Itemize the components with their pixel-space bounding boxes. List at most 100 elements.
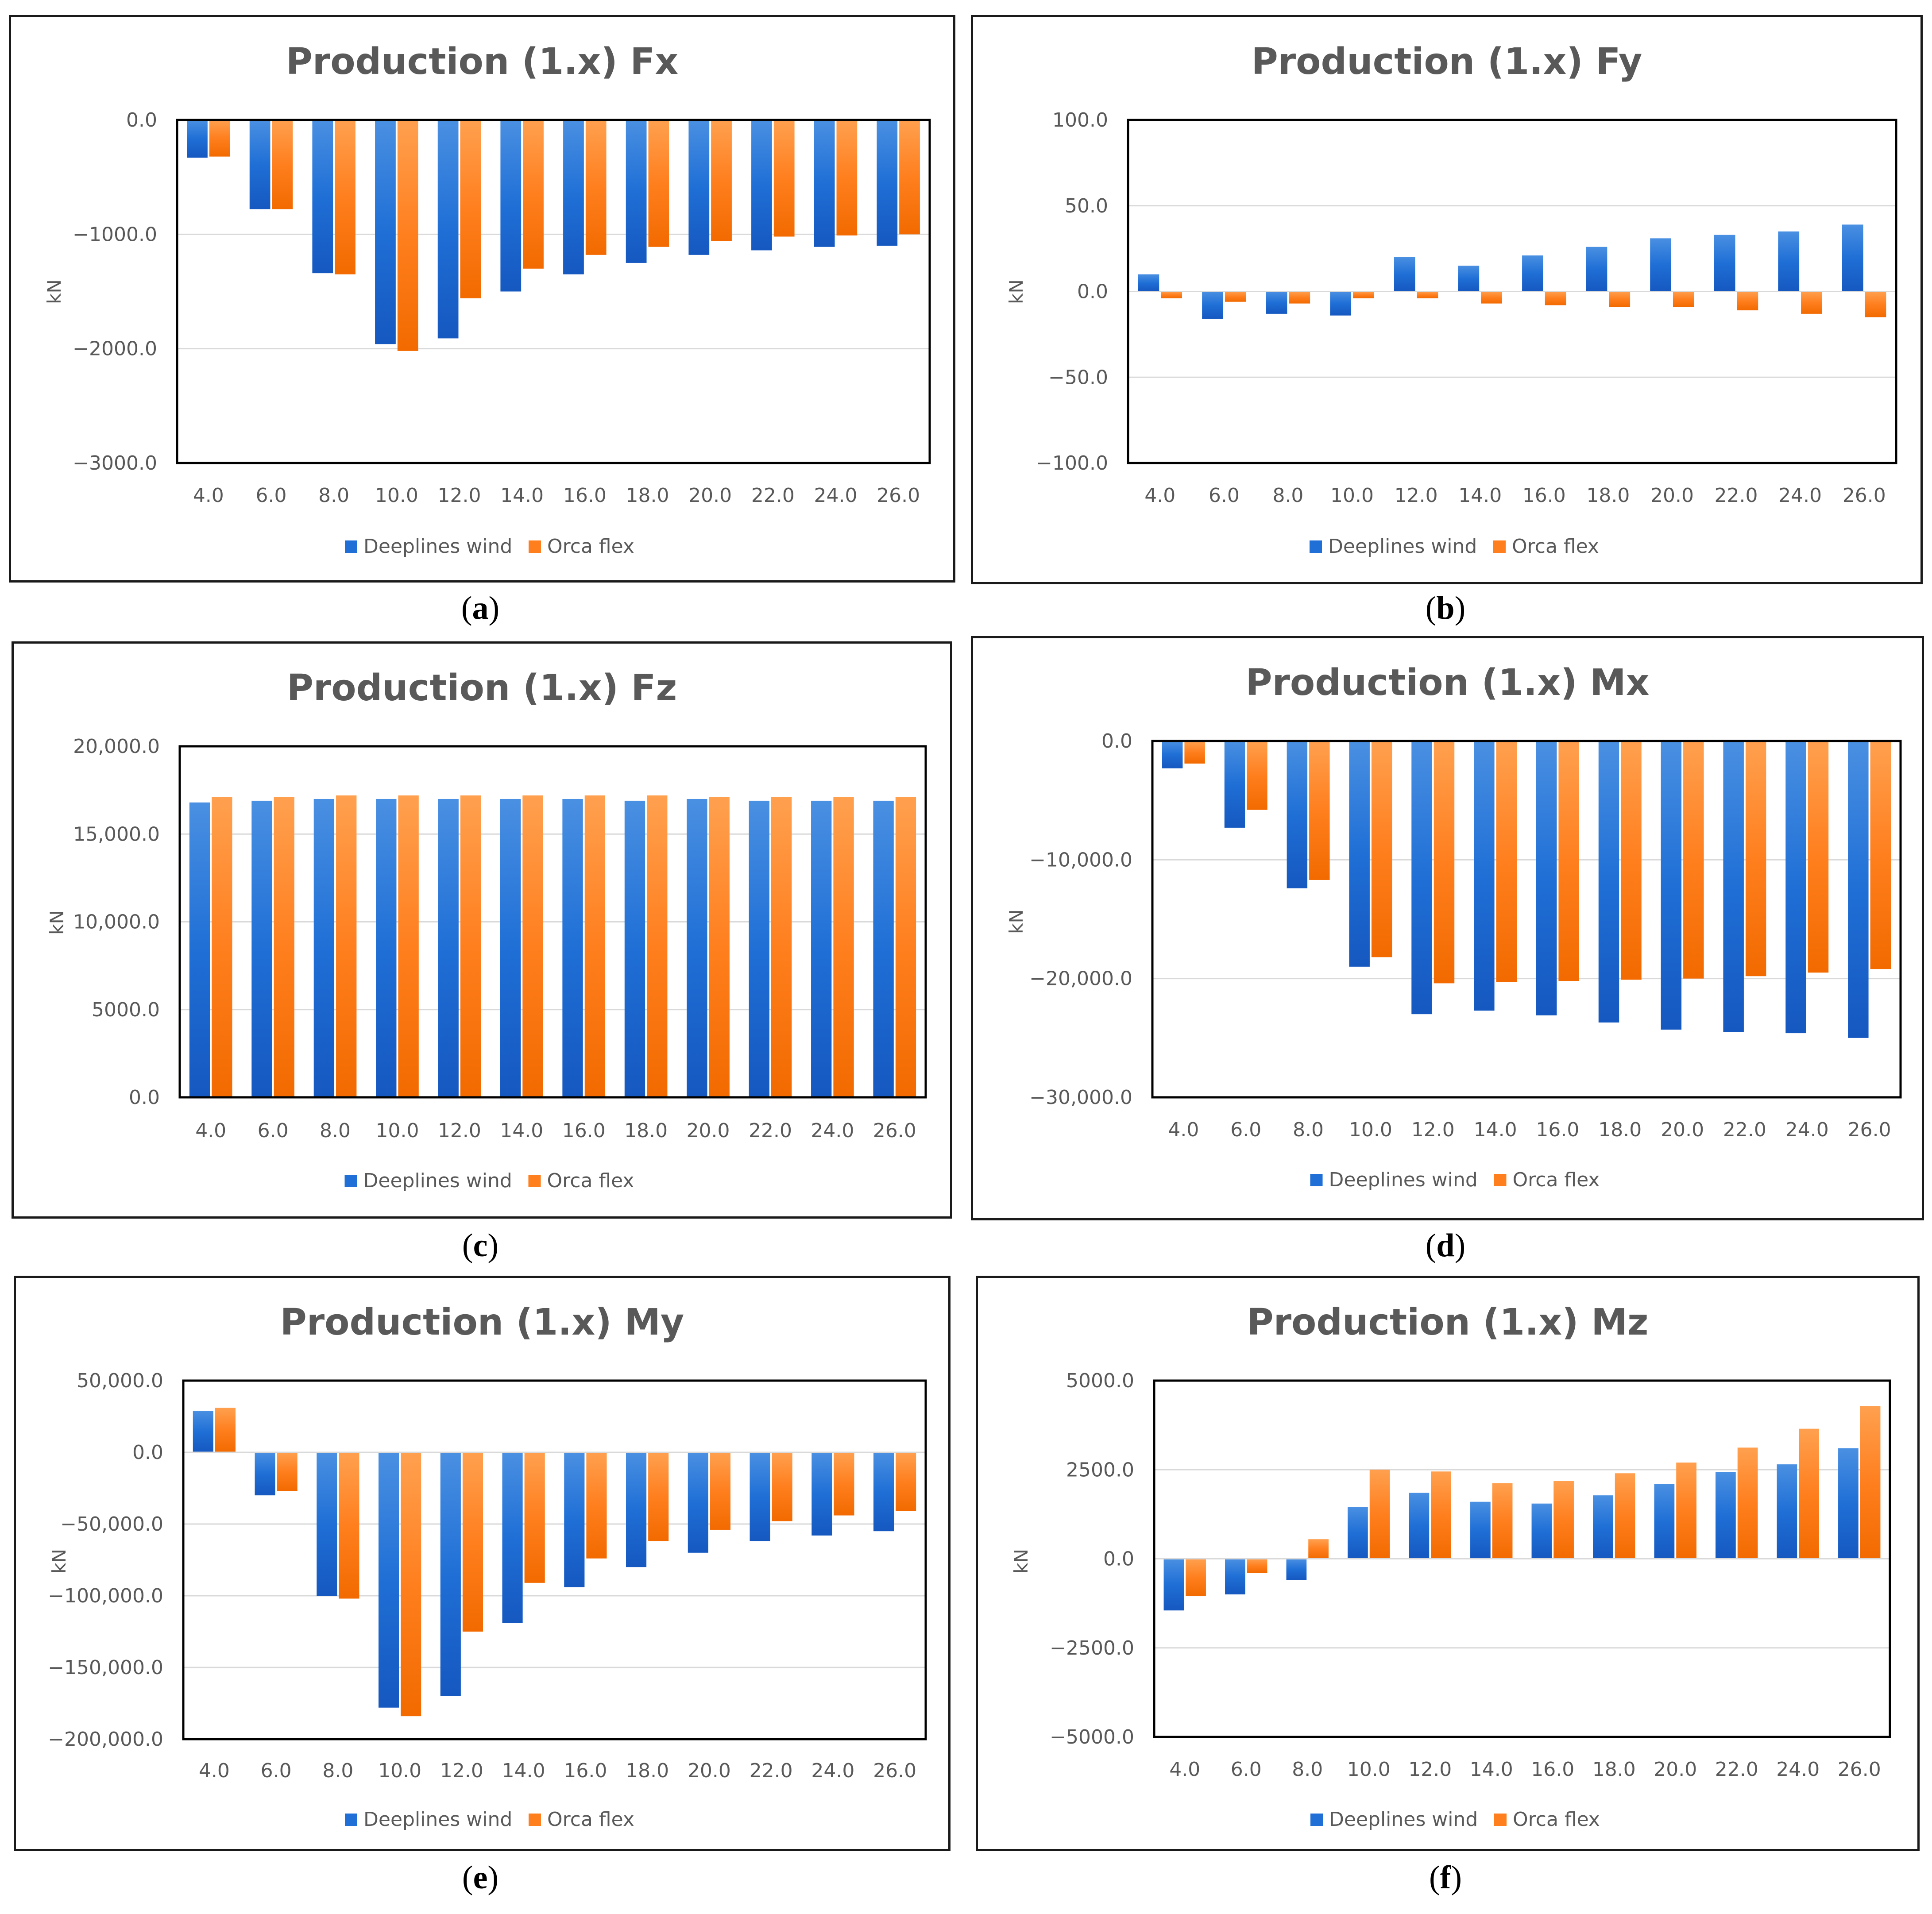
caption-a: (a): [461, 590, 500, 626]
x-tick-label: 16.0: [563, 484, 607, 507]
bar-deeplines-wind: [1661, 741, 1682, 1030]
x-tick-label: 20.0: [688, 484, 732, 507]
bar-deeplines-wind: [1650, 238, 1671, 292]
bar-orca-flex: [585, 120, 607, 255]
legend-swatch-deeplines: [1310, 540, 1322, 553]
x-tick-label: 24.0: [1778, 484, 1822, 507]
y-tick-label: −3000.0: [73, 452, 157, 475]
chart-panel-my: Production (1.x) My 50,000.0 0.0 −50,000.0 −…: [14, 1276, 951, 1851]
y-tick-label: 20,000.0: [73, 735, 160, 758]
x-tick-label: 26.0: [873, 1119, 916, 1142]
bar-deeplines-wind: [811, 1452, 832, 1536]
bar-deeplines-wind: [1163, 1559, 1184, 1611]
bar-orca-flex: [460, 795, 481, 1097]
bar-deeplines-wind: [251, 800, 272, 1097]
bar-orca-flex: [1184, 741, 1205, 764]
legend-label: Deeplines wind: [363, 1169, 512, 1192]
bar-orca-flex: [648, 120, 669, 247]
x-tick-label: 4.0: [1168, 1119, 1199, 1141]
x-tick-label: 4.0: [193, 484, 224, 507]
x-tick-label: 10.0: [375, 1119, 419, 1142]
bar-orca-flex: [1308, 1539, 1329, 1559]
bar-deeplines-wind: [312, 120, 333, 274]
bar-deeplines-wind: [1531, 1503, 1552, 1559]
x-tick-label: 18.0: [626, 1760, 669, 1782]
bar-orca-flex: [398, 795, 419, 1097]
x-tick-label: 14.0: [502, 1760, 545, 1782]
bar-deeplines-wind: [749, 800, 769, 1097]
legend-swatch-deeplines: [1310, 1814, 1323, 1826]
bar-deeplines-wind: [1348, 1507, 1368, 1559]
bar-deeplines-wind: [255, 1452, 275, 1496]
bar-deeplines-wind: [1593, 1495, 1613, 1559]
bar-deeplines-wind: [1266, 291, 1287, 314]
bar-deeplines-wind: [1654, 1484, 1675, 1559]
y-tick-label: 50,000.0: [77, 1370, 163, 1392]
bar-orca-flex: [1434, 741, 1455, 984]
chart-panel-fx: Production (1.x) Fx 0.0 −1000.0 −2000.0 −300…: [9, 15, 955, 583]
chart-title: Production (1.x) Fz: [287, 667, 677, 709]
x-tick-label: 12.0: [1395, 484, 1438, 507]
chart-mz: Production (1.x) Mz 5000.0 2500.0 0.0 −2500.…: [1010, 1301, 1891, 1831]
bar-deeplines-wind: [811, 800, 832, 1097]
bar-deeplines-wind: [624, 800, 645, 1097]
caption-d: (d): [1425, 1227, 1466, 1264]
bar-orca-flex: [274, 797, 294, 1097]
y-tick-label: 2500.0: [1066, 1459, 1134, 1481]
bar-deeplines-wind: [1785, 741, 1806, 1034]
bar-deeplines-wind: [189, 802, 210, 1097]
y-tick-label: 0.0: [1077, 281, 1108, 303]
bar-orca-flex: [336, 795, 357, 1097]
bar-orca-flex: [648, 1452, 669, 1541]
y-tick-label: 0.0: [126, 109, 157, 131]
bar-deeplines-wind: [1470, 1501, 1491, 1559]
x-tick-label: 12.0: [1408, 1758, 1452, 1781]
x-tick-label: 14.0: [1470, 1758, 1513, 1781]
bar-orca-flex: [709, 797, 730, 1097]
plot-frame: [176, 119, 931, 464]
bar-orca-flex: [1247, 741, 1267, 810]
bar-deeplines-wind: [1225, 1559, 1245, 1594]
x-tick-label: 24.0: [814, 484, 858, 507]
caption-b: (b): [1425, 590, 1466, 626]
y-tick-label: −5000.0: [1050, 1726, 1134, 1748]
x-tick-label: 26.0: [877, 484, 920, 507]
y-tick-label: 5000.0: [92, 999, 160, 1021]
x-tick-label: 20.0: [1650, 484, 1694, 507]
legend-label: Deeplines wind: [1329, 1169, 1478, 1191]
bar-orca-flex: [1369, 1470, 1390, 1559]
bar-deeplines-wind: [1287, 741, 1308, 888]
plot-frame: [1151, 740, 1902, 1099]
chart-panel-mx: Production (1.x) Mx 0.0 −10,000.0 −20,000.0…: [971, 636, 1924, 1220]
bar-deeplines-wind: [562, 799, 583, 1097]
bar-orca-flex: [1737, 1447, 1758, 1559]
x-tick-label: 10.0: [1330, 484, 1374, 507]
y-tick-label: −10,000.0: [1029, 849, 1132, 871]
bar-deeplines-wind: [1777, 1464, 1797, 1559]
chart-fx: Production (1.x) Fx 0.0 −1000.0 −2000.0 −300…: [43, 41, 931, 558]
bar-orca-flex: [1496, 741, 1517, 982]
bar-orca-flex: [1431, 1471, 1451, 1559]
bar-orca-flex: [335, 120, 355, 274]
bar-deeplines-wind: [500, 799, 521, 1097]
y-axis-label: kN: [1005, 909, 1027, 934]
x-tick-label: 10.0: [378, 1760, 421, 1782]
x-tick-label: 22.0: [1715, 1758, 1758, 1781]
legend-swatch-orca: [1494, 1814, 1507, 1826]
bar-deeplines-wind: [1716, 1472, 1736, 1559]
bar-deeplines-wind: [317, 1452, 337, 1596]
x-tick-label: 16.0: [1531, 1758, 1574, 1781]
x-tick-label: 26.0: [1843, 484, 1886, 507]
bar-deeplines-wind: [1409, 1493, 1430, 1559]
y-tick-label: −100,000.0: [48, 1585, 163, 1607]
y-tick-label: 0.0: [1101, 730, 1132, 752]
bar-deeplines-wind: [626, 1452, 647, 1567]
bar-orca-flex: [833, 797, 854, 1097]
bar-deeplines-wind: [564, 1452, 585, 1587]
x-tick-label: 4.0: [1169, 1758, 1200, 1781]
bar-deeplines-wind: [376, 799, 397, 1097]
x-tick-label: 14.0: [500, 484, 544, 507]
x-tick-label: 24.0: [811, 1760, 854, 1782]
x-tick-label: 16.0: [564, 1760, 607, 1782]
legend-swatch-deeplines: [1310, 1174, 1323, 1186]
